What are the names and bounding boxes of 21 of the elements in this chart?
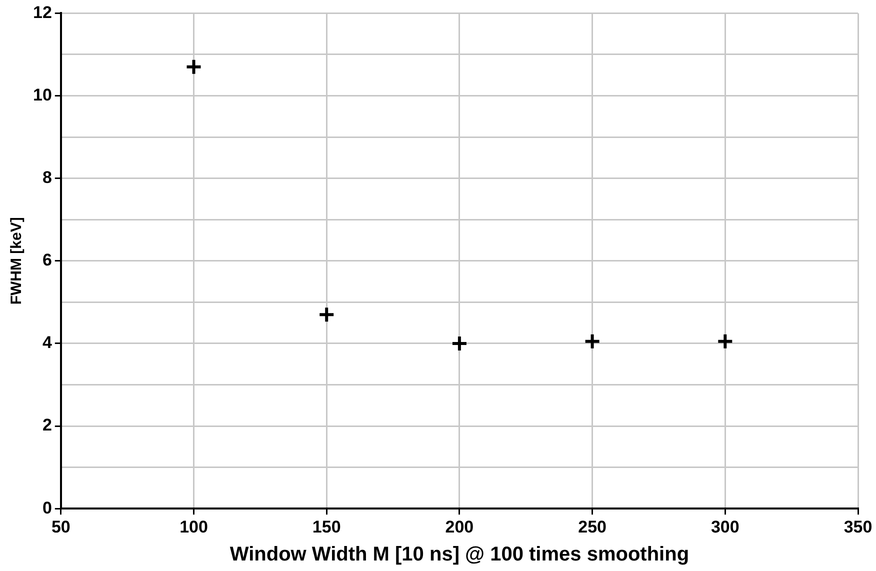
point: [318, 306, 336, 324]
y-tick-label: 0: [42, 498, 52, 518]
x-tick-label: 300: [710, 517, 740, 536]
y-tick-label: 12: [32, 2, 52, 22]
point: [716, 332, 734, 350]
x-tick-label: 50: [51, 517, 70, 536]
x-tick-label: 250: [578, 517, 606, 536]
y-tick-label: 10: [32, 85, 52, 104]
point: [584, 332, 601, 350]
x-tick-label: 350: [844, 517, 872, 536]
y-tick-label: 8: [42, 168, 52, 188]
y-axis-title: FWHM [keV]: [8, 217, 26, 305]
x-axis-title: Window Width M [10 ns] @ 100 times smoothing: [230, 544, 690, 566]
point: [450, 334, 468, 352]
y-tick-label: 4: [42, 333, 52, 352]
point: [185, 58, 202, 76]
x-tick-label: 150: [312, 517, 341, 536]
x-tick-label: 100: [180, 517, 208, 536]
y-tick-label: 6: [42, 250, 52, 270]
y-tick-label: 2: [42, 416, 52, 435]
x-tick-label: 200: [445, 517, 474, 536]
